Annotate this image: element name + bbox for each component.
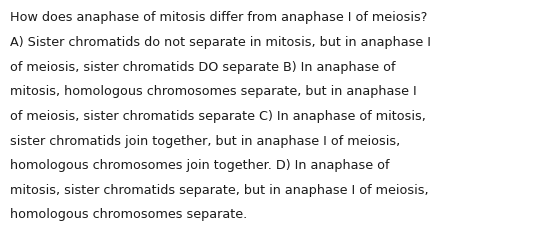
Text: homologous chromosomes join together. D) In anaphase of: homologous chromosomes join together. D)… — [10, 158, 389, 172]
Text: sister chromatids join together, but in anaphase I of meiosis,: sister chromatids join together, but in … — [10, 134, 400, 147]
Text: mitosis, homologous chromosomes separate, but in anaphase I: mitosis, homologous chromosomes separate… — [10, 85, 417, 98]
Text: mitosis, sister chromatids separate, but in anaphase I of meiosis,: mitosis, sister chromatids separate, but… — [10, 183, 429, 196]
Text: of meiosis, sister chromatids DO separate B) In anaphase of: of meiosis, sister chromatids DO separat… — [10, 60, 396, 74]
Text: A) Sister chromatids do not separate in mitosis, but in anaphase I: A) Sister chromatids do not separate in … — [10, 36, 431, 49]
Text: homologous chromosomes separate.: homologous chromosomes separate. — [10, 207, 247, 221]
Text: How does anaphase of mitosis differ from anaphase I of meiosis?: How does anaphase of mitosis differ from… — [10, 11, 427, 25]
Text: of meiosis, sister chromatids separate C) In anaphase of mitosis,: of meiosis, sister chromatids separate C… — [10, 109, 426, 123]
